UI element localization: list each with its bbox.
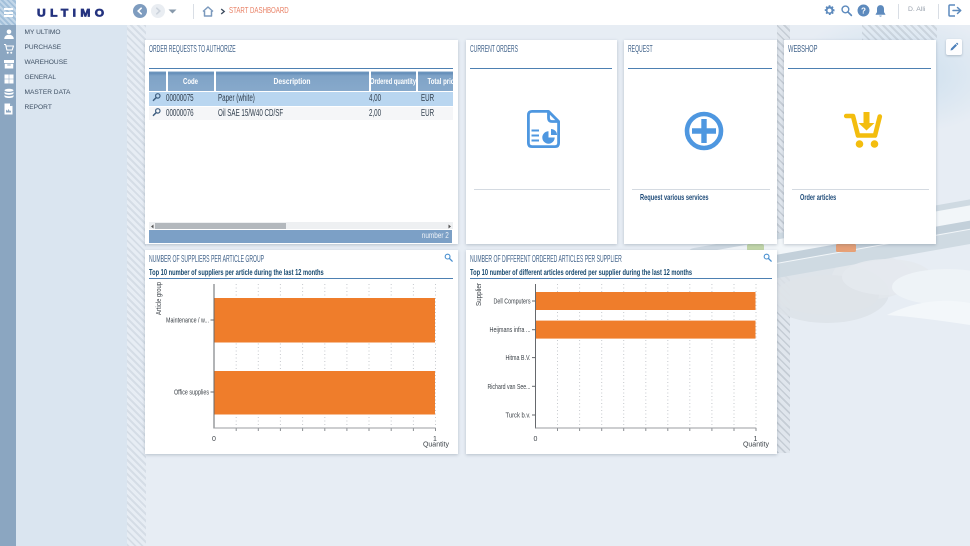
svg-text:?: ? xyxy=(861,6,866,15)
svg-text:Richard van See...: Richard van See... xyxy=(488,382,531,391)
svg-text:Code: Code xyxy=(183,77,198,86)
svg-text:Description: Description xyxy=(274,77,311,86)
svg-text:Quantity: Quantity xyxy=(423,442,449,449)
svg-text:Ordered quantity: Ordered quantity xyxy=(370,77,416,86)
svg-text:0: 0 xyxy=(212,436,216,443)
svg-text:Supplier: Supplier xyxy=(476,282,483,306)
svg-text:Hitma B.V.: Hitma B.V. xyxy=(506,353,531,362)
svg-text:Heijmans infra ...: Heijmans infra ... xyxy=(490,325,531,334)
svg-text:0: 0 xyxy=(534,436,538,443)
svg-text:1: 1 xyxy=(433,436,437,443)
svg-text:Article group: Article group xyxy=(156,282,163,315)
svg-text:Maintenance / w...: Maintenance / w... xyxy=(166,316,209,325)
svg-text:Dell Computers: Dell Computers xyxy=(494,297,531,306)
svg-text:1: 1 xyxy=(754,436,758,443)
svg-text:Quantity: Quantity xyxy=(743,442,769,449)
svg-text:Office supplies: Office supplies xyxy=(174,388,209,397)
svg-text:Turck b.v.: Turck b.v. xyxy=(506,411,531,420)
svg-text:Total price: Total price xyxy=(428,77,454,86)
